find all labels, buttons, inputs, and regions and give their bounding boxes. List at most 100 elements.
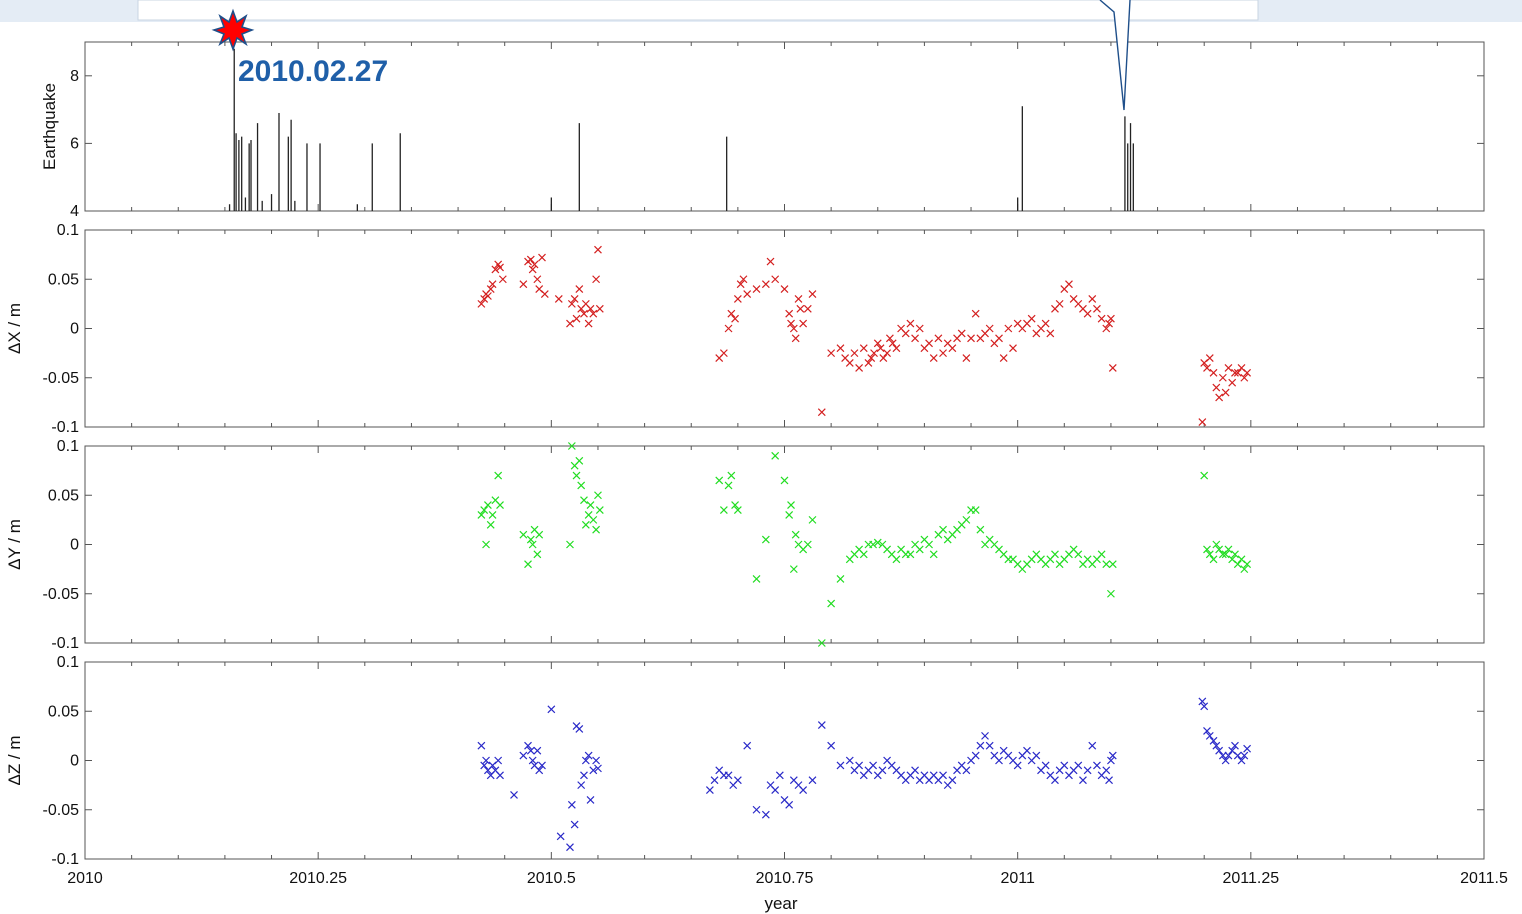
data-point: [915, 545, 924, 554]
data-point: [538, 253, 546, 262]
data-point: [985, 324, 994, 333]
y-axis-label: Earthquake: [40, 83, 59, 170]
data-point: [1205, 354, 1214, 362]
data-point: [736, 280, 745, 289]
data-point: [957, 329, 966, 338]
data-point: [491, 265, 500, 274]
data-point: [785, 511, 794, 519]
panel-3: -0.1 -0.05 0 0.05 0.1 ΔY / m: [5, 438, 1485, 652]
data-point: [929, 354, 938, 362]
data-point: [727, 471, 736, 480]
data-point: [1097, 550, 1106, 559]
data-point: [1218, 751, 1227, 760]
data-point: [496, 263, 504, 272]
data-point: [808, 515, 817, 524]
data-point: [888, 339, 897, 348]
data-point: [1023, 746, 1031, 755]
data-point: [480, 506, 489, 514]
data-point: [787, 501, 795, 510]
data-point: [477, 741, 486, 750]
data-point: [1212, 383, 1221, 392]
callout-pointer: [1099, 0, 1131, 111]
data-point: [1231, 741, 1239, 750]
data-point: [761, 280, 770, 289]
data-point: [477, 511, 486, 519]
data-point: [594, 245, 602, 254]
data-point: [771, 275, 780, 284]
y-tick-label: 0.05: [48, 487, 79, 504]
data-point: [524, 741, 532, 750]
data-point: [771, 786, 780, 794]
y-tick-label: -0.1: [51, 635, 79, 652]
data-point: [724, 324, 733, 333]
data-point: [939, 771, 947, 780]
x-tick-label: 2011.25: [1223, 870, 1280, 887]
x-tick-label: 2010.25: [289, 870, 347, 887]
data-point: [524, 560, 532, 569]
data-point: [1107, 589, 1115, 598]
data-point: [799, 786, 808, 794]
data-point: [817, 721, 826, 729]
data-point: [1224, 363, 1233, 372]
data-point: [878, 766, 887, 775]
data-point: [528, 540, 537, 549]
data-point: [1233, 751, 1242, 760]
data-point: [981, 731, 989, 740]
data-point: [1093, 304, 1101, 313]
data-point: [710, 776, 719, 785]
data-point: [836, 761, 845, 770]
x-tick-label: 2011.5: [1460, 870, 1508, 887]
data-point: [1102, 324, 1111, 333]
data-point: [1240, 751, 1249, 760]
data-point: [577, 781, 586, 790]
data-point: [1224, 545, 1233, 554]
data-point: [1065, 280, 1073, 289]
data-point: [1243, 560, 1252, 569]
data-point: [1088, 295, 1097, 303]
data-point: [1083, 309, 1092, 318]
data-point: [570, 295, 579, 303]
data-point: [1102, 560, 1111, 569]
data-point: [1088, 741, 1097, 750]
data-point: [1004, 324, 1013, 333]
data-point: [1093, 761, 1101, 770]
y-tick-label: 0: [70, 321, 79, 338]
data-point: [488, 280, 497, 289]
y-axis-label: ΔX / m: [5, 303, 24, 354]
data-point: [533, 746, 542, 755]
data-point: [892, 344, 901, 353]
x-tick-label: 2010.75: [756, 870, 814, 887]
data-point: [567, 800, 576, 809]
data-point: [817, 408, 826, 417]
data-point: [1215, 545, 1224, 554]
y-tick-label: -0.05: [43, 802, 80, 819]
x-tick-label: 2010: [67, 870, 103, 887]
data-point: [827, 349, 836, 358]
data-point: [1224, 751, 1233, 760]
data-point: [528, 265, 537, 274]
data-point: [1027, 314, 1036, 323]
data-point: [859, 344, 868, 353]
data-point: [1105, 776, 1113, 785]
data-point: [1221, 388, 1230, 397]
data-point: [1203, 363, 1211, 372]
data-point: [519, 530, 528, 539]
data-point: [566, 319, 574, 328]
data-point: [775, 771, 784, 780]
x-tick-label: 2011: [1000, 870, 1035, 887]
data-point: [594, 764, 602, 773]
data-point: [1108, 751, 1117, 760]
data-point: [526, 535, 535, 544]
data-point: [1079, 776, 1087, 785]
data-point: [1074, 550, 1083, 559]
data-point: [540, 290, 549, 298]
data-point: [836, 575, 845, 583]
data-point: [1233, 560, 1242, 569]
data-point: [752, 575, 761, 583]
data-point: [1205, 550, 1214, 559]
data-point: [1108, 560, 1117, 569]
data-point: [1240, 373, 1249, 382]
data-point: [519, 280, 528, 289]
data-point: [586, 304, 595, 313]
data-point: [575, 456, 584, 465]
